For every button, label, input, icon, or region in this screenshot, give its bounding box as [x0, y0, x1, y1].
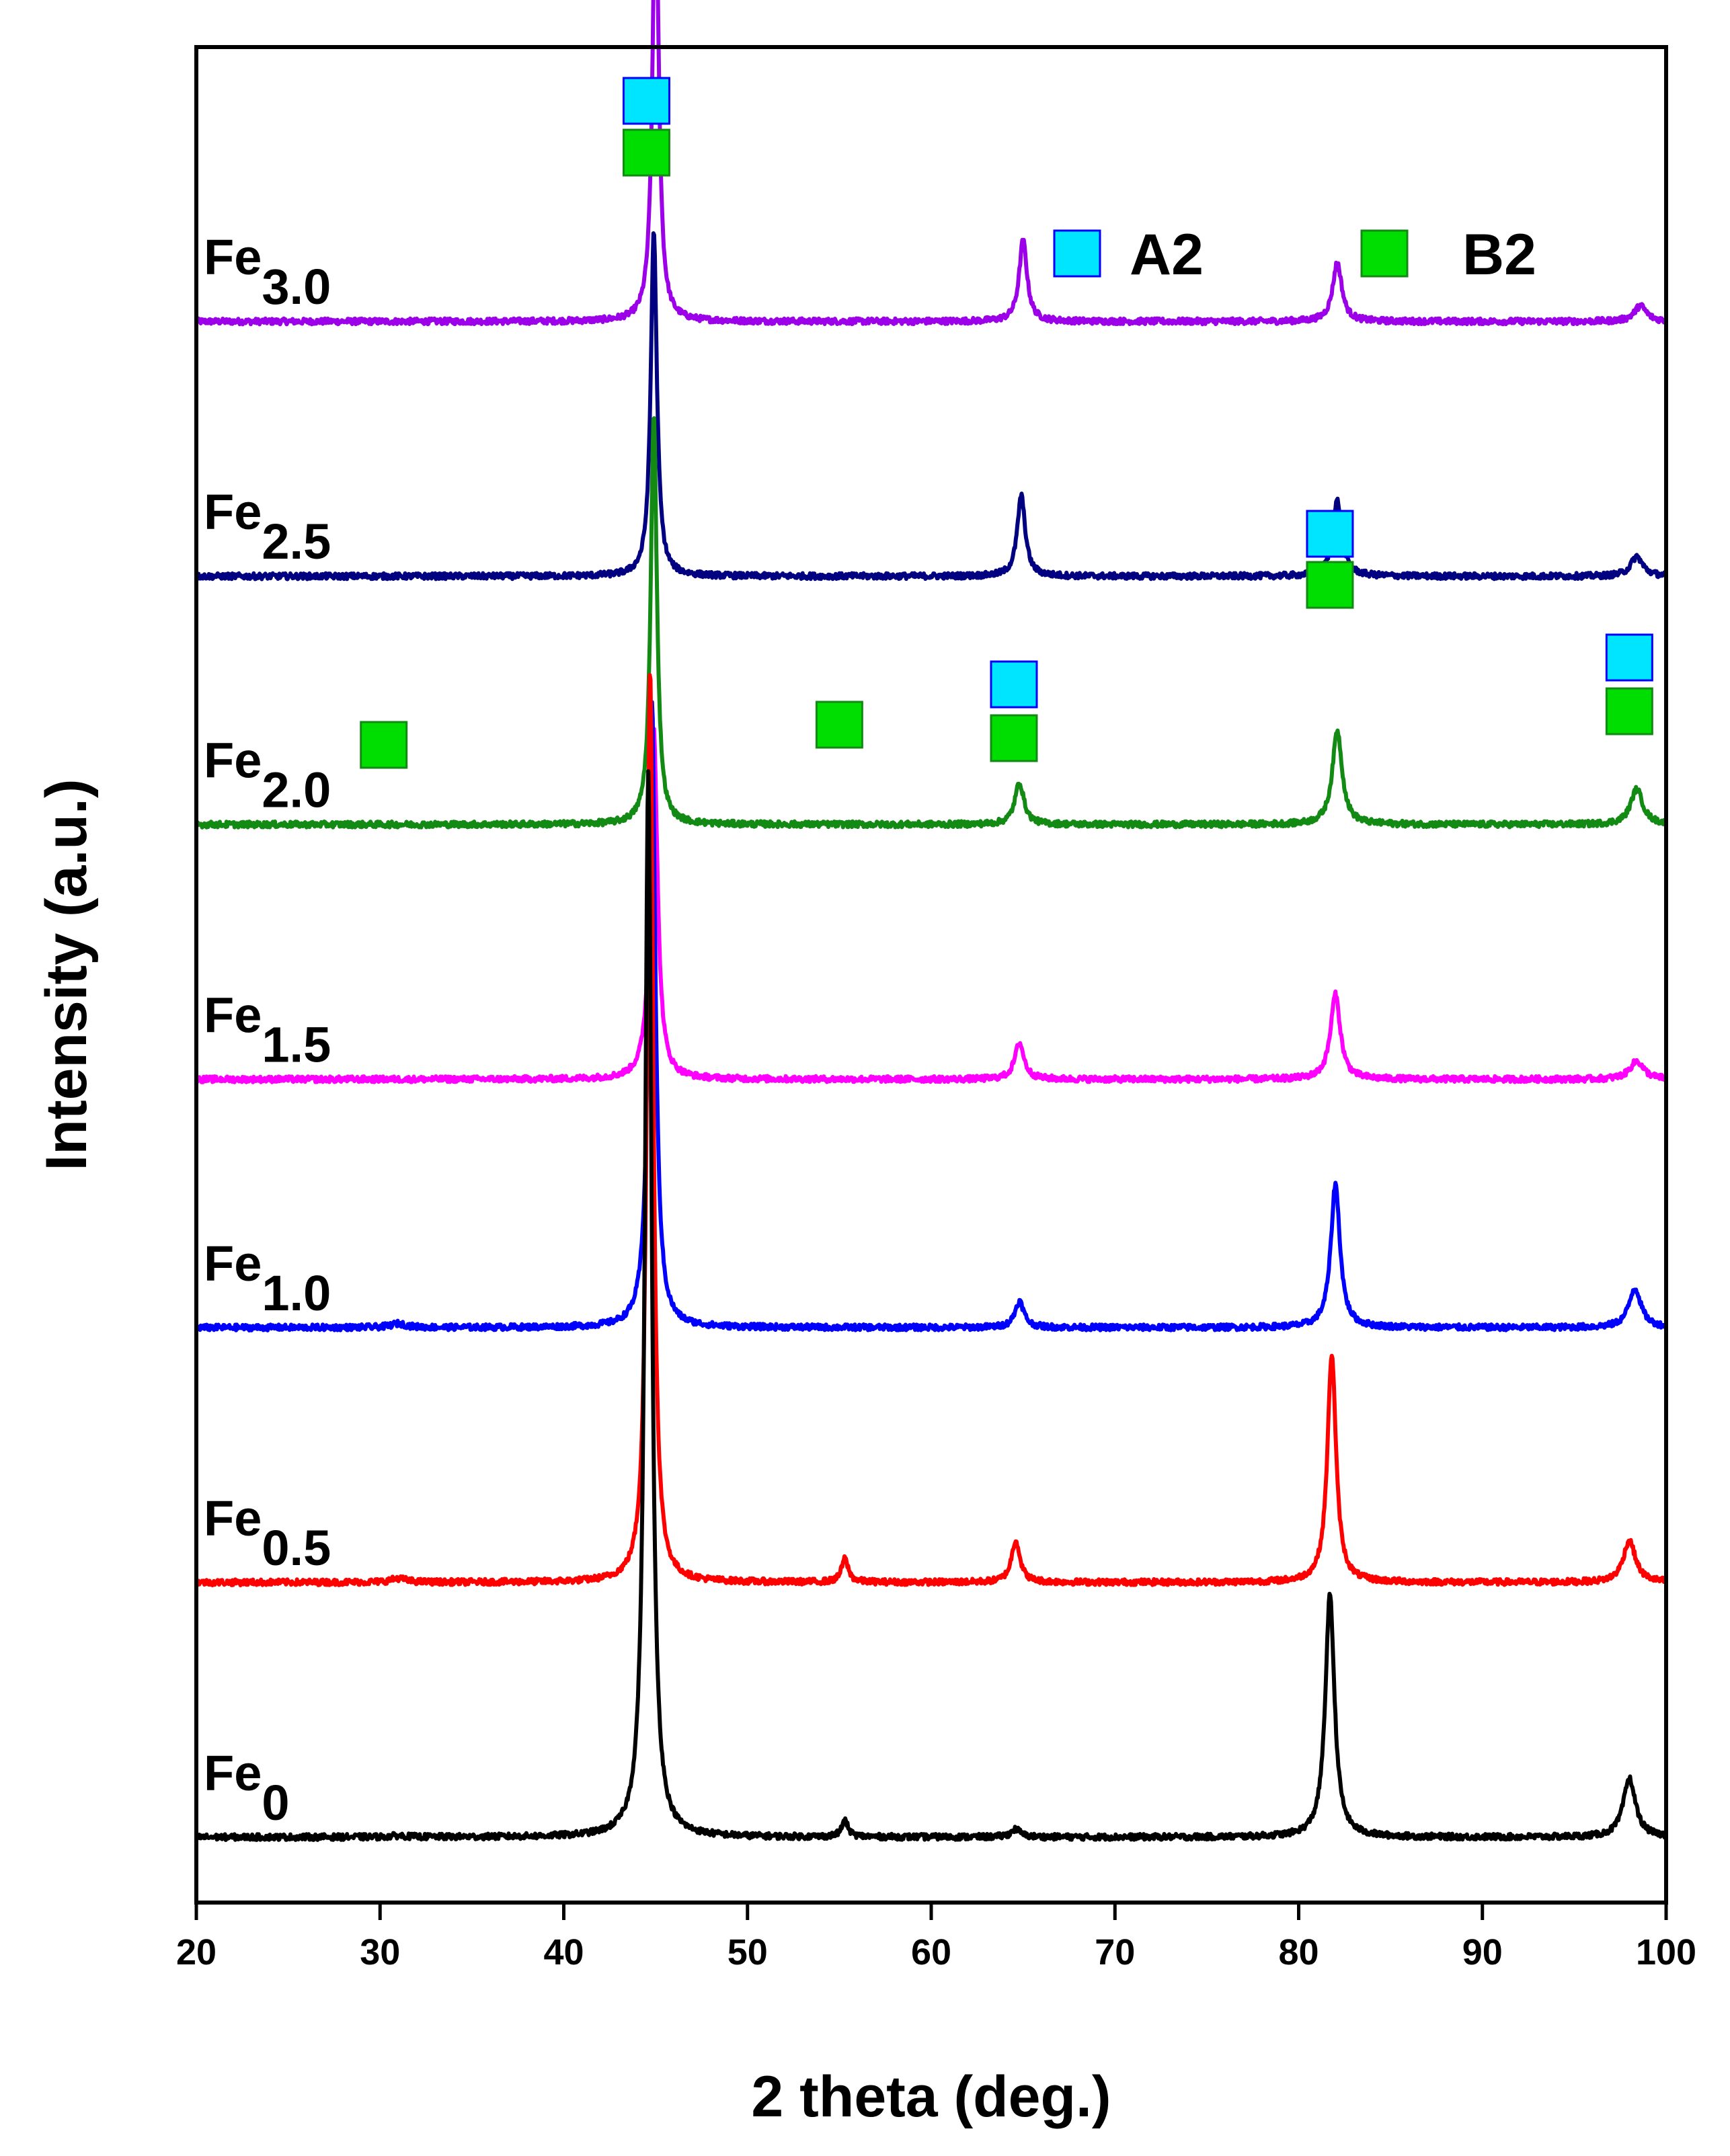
series-label-main: Fe — [204, 1490, 262, 1546]
x-tick-label: 80 — [1278, 1932, 1319, 1972]
marker-b2 — [1306, 561, 1354, 609]
series-label-sub: 2.5 — [262, 514, 331, 569]
x-axis-ticks: 20 30 40 50 60 70 80 90 100 — [176, 1903, 1696, 1972]
plot-frame — [194, 45, 1668, 1905]
series-label-sub: 0 — [262, 1775, 289, 1831]
series-line-fe0-5 — [194, 673, 1667, 1587]
series-label-fe3-0: Fe3.0 — [204, 229, 331, 315]
series-line-fe3-0 — [194, 0, 1668, 327]
plot-layer — [194, 0, 1668, 1842]
x-tick-label: 50 — [728, 1932, 768, 1972]
series-line-fe2-0 — [194, 416, 1668, 830]
x-tick-label: 60 — [911, 1932, 951, 1972]
legend-b2-swatch — [1360, 229, 1409, 278]
x-tick-label: 90 — [1462, 1932, 1503, 1972]
marker-b2 — [815, 701, 863, 749]
series-label-sub: 0.5 — [262, 1520, 331, 1576]
series-label-main: Fe — [204, 484, 262, 540]
x-tick-label: 30 — [360, 1932, 400, 1972]
series-label-sub: 1.0 — [262, 1265, 331, 1321]
x-tick-label: 100 — [1636, 1932, 1696, 1972]
series-line-fe1-0 — [194, 700, 1668, 1332]
x-tick-label: 20 — [176, 1932, 217, 1972]
legend-a2-label: A2 — [1130, 223, 1204, 287]
series-label-fe1-0: Fe1.0 — [204, 1236, 331, 1321]
series-label-fe2-5: Fe2.5 — [204, 484, 331, 569]
series-label-main: Fe — [204, 1745, 262, 1801]
y-axis-label: Intensity (a.u.) — [34, 779, 99, 1171]
series-label-main: Fe — [204, 1236, 262, 1291]
series-line-fe1-5 — [194, 727, 1668, 1084]
series-label-sub: 3.0 — [262, 259, 331, 315]
series-label-fe0: Fe0 — [204, 1745, 290, 1831]
x-axis-label: 2 theta (deg.) — [751, 2065, 1111, 2129]
marker-a2 — [1306, 510, 1354, 558]
series-label-main: Fe — [204, 229, 262, 285]
x-tick-label: 70 — [1095, 1932, 1135, 1972]
marker-b2 — [622, 128, 670, 177]
series-line-fe0 — [195, 769, 1668, 1842]
series-line-fe2-5 — [195, 231, 1668, 582]
series-label-fe1-5: Fe1.5 — [204, 987, 331, 1072]
series-label-main: Fe — [204, 987, 262, 1043]
series-label-fe0-5: Fe0.5 — [204, 1490, 331, 1576]
series-label-fe2-0: Fe2.0 — [204, 732, 331, 817]
marker-a2 — [1605, 633, 1653, 682]
x-tick-label: 40 — [543, 1932, 584, 1972]
legend: A2 B2 — [1053, 223, 1536, 287]
phase-markers — [360, 77, 1653, 769]
legend-a2-swatch — [1053, 229, 1101, 278]
marker-b2 — [360, 721, 408, 769]
marker-b2 — [1605, 687, 1653, 735]
marker-b2 — [990, 714, 1038, 762]
marker-a2 — [622, 77, 670, 125]
marker-a2 — [990, 660, 1038, 709]
series-label-sub: 2.0 — [262, 762, 331, 817]
series-label-main: Fe — [204, 732, 262, 788]
series-label-sub: 1.5 — [262, 1016, 331, 1072]
legend-b2-label: B2 — [1462, 223, 1536, 287]
